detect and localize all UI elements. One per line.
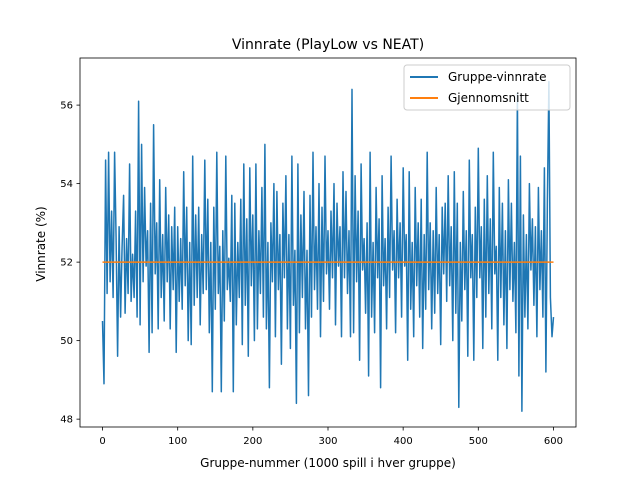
y-tick-label-2: 52: [60, 258, 73, 269]
legend-frame: [403, 64, 571, 111]
legend: Gruppe-vinnrate Gjennomsnitt: [403, 64, 571, 111]
x-tick-label-4: 400: [394, 436, 413, 447]
y-tick-label-3: 54: [60, 179, 73, 190]
plot-area: [101, 80, 555, 413]
x-tick-label-0: 0: [99, 436, 105, 447]
axes: 0 100 200 300 400 500 600 48 50 52 54 56: [60, 57, 577, 447]
x-tick-label-6: 600: [544, 436, 563, 447]
x-tick-label-5: 500: [469, 436, 488, 447]
y-tick-label-1: 50: [60, 336, 73, 347]
y-tick-label-4: 56: [60, 101, 73, 112]
series-line-0: [101, 80, 555, 413]
x-tick-label-1: 100: [168, 436, 187, 447]
y-tick-label-0: 48: [60, 415, 73, 426]
y-axis-label: Vinnrate (%): [34, 206, 48, 281]
legend-label-gruppe-vinnrate: Gruppe-vinnrate: [448, 70, 546, 84]
x-tick-label-3: 300: [318, 436, 337, 447]
x-tick-label-2: 200: [243, 436, 262, 447]
x-axis-label: Gruppe-nummer (1000 spill i hver gruppe): [200, 456, 456, 470]
legend-label-gjennomsnitt: Gjennomsnitt: [448, 91, 529, 105]
chart-title: Vinnrate (PlayLow vs NEAT): [232, 37, 424, 53]
